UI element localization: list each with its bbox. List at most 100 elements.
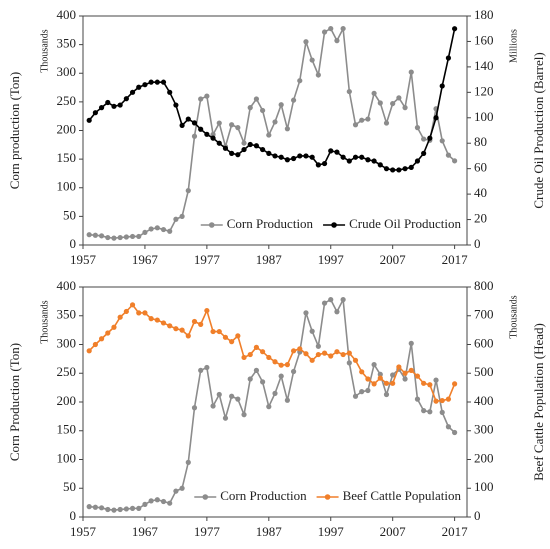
x-tick-label: 2007 — [380, 524, 407, 539]
series-marker — [284, 362, 290, 368]
series-marker — [371, 158, 377, 164]
series-marker — [210, 403, 216, 409]
y-tick-label: 0 — [70, 236, 77, 251]
x-tick-label: 1957 — [70, 252, 97, 267]
series-marker — [247, 141, 253, 148]
series-marker — [86, 232, 92, 238]
series-marker — [253, 367, 260, 373]
x-tick-label: 1987 — [256, 252, 283, 267]
series-marker — [105, 99, 111, 106]
series-marker — [377, 100, 383, 106]
series-marker — [433, 398, 439, 404]
series-marker — [204, 131, 210, 137]
y2-tick-label: 160 — [474, 32, 494, 47]
y-tick-label: 100 — [57, 179, 77, 194]
series-marker — [247, 351, 253, 358]
x-tick-label: 1997 — [318, 252, 345, 267]
series-marker — [173, 216, 179, 222]
series-marker — [414, 373, 421, 379]
series-marker — [284, 397, 290, 403]
series-marker — [142, 501, 148, 507]
y2-tick-label: 100 — [474, 109, 494, 124]
y2-tick-label: 180 — [474, 7, 494, 22]
y2-tick-label: 120 — [474, 83, 494, 98]
series-marker — [278, 373, 284, 379]
legend-marker — [324, 494, 331, 500]
y2-tick-label: 200 — [474, 450, 494, 465]
series-marker — [421, 380, 427, 386]
series-marker — [365, 157, 371, 163]
y2-unit: Thousands — [508, 295, 519, 338]
series-marker — [173, 326, 179, 332]
series-marker — [167, 89, 173, 95]
series-marker — [142, 229, 148, 236]
x-tick-label: 1987 — [256, 524, 283, 539]
series-line — [88, 303, 456, 402]
series-marker — [148, 226, 154, 232]
series-marker — [129, 302, 136, 308]
x-tick-label: 1957 — [70, 524, 97, 539]
y-tick-label: 0 — [70, 508, 77, 523]
series-marker — [210, 135, 216, 141]
series-marker — [86, 117, 92, 123]
series-marker — [371, 90, 377, 96]
series-marker — [222, 415, 229, 421]
series-marker — [160, 320, 167, 326]
series-marker — [390, 167, 396, 173]
x-tick-label: 1967 — [132, 252, 159, 267]
legend-label: Beef Cattle Population — [343, 488, 462, 503]
y-tick-label: 200 — [57, 393, 77, 408]
series-marker — [452, 158, 458, 164]
y2-tick-label: 80 — [474, 134, 487, 149]
y-tick-label: 350 — [57, 36, 77, 51]
series-marker — [377, 162, 383, 168]
series-marker — [92, 110, 98, 116]
series-marker — [111, 103, 117, 109]
series-marker — [321, 29, 328, 35]
series-marker — [266, 132, 272, 138]
series-marker — [439, 397, 445, 404]
y2-unit: Millions — [508, 29, 519, 63]
x-tick-label: 1997 — [318, 524, 345, 539]
series-marker — [198, 126, 204, 132]
series-marker — [204, 364, 210, 371]
series-marker — [272, 153, 278, 159]
series-line — [89, 25, 456, 239]
series-marker — [198, 367, 204, 373]
series-marker — [173, 488, 179, 494]
series-marker — [136, 233, 142, 240]
series-marker — [253, 96, 260, 102]
series-marker — [328, 148, 334, 154]
series-marker — [272, 359, 278, 365]
series-marker — [334, 38, 340, 44]
series-marker — [167, 500, 173, 506]
series-marker — [185, 116, 191, 122]
series-marker — [365, 387, 371, 394]
series-marker — [260, 349, 266, 355]
series-marker — [105, 234, 111, 241]
series-marker — [390, 372, 396, 378]
series-marker — [260, 107, 266, 114]
series-marker — [253, 344, 260, 350]
series-marker — [210, 328, 216, 335]
series-marker — [191, 318, 198, 325]
series-marker — [352, 393, 359, 399]
series-marker — [216, 140, 222, 146]
y2-tick-label: 20 — [474, 211, 487, 226]
series-marker — [247, 105, 253, 111]
series-marker — [266, 354, 272, 361]
series-marker — [229, 393, 235, 399]
series-marker — [371, 381, 377, 387]
series-marker — [142, 82, 148, 88]
series-marker — [346, 360, 352, 366]
series-marker — [346, 88, 352, 95]
series-marker — [111, 235, 117, 241]
series-marker — [191, 133, 198, 139]
series-marker — [303, 310, 309, 316]
series-marker — [98, 505, 105, 511]
series-line — [89, 296, 456, 511]
series-marker — [328, 353, 334, 359]
series-marker — [346, 158, 352, 164]
series-marker — [235, 152, 241, 158]
y2-tick-label: 40 — [474, 185, 487, 200]
